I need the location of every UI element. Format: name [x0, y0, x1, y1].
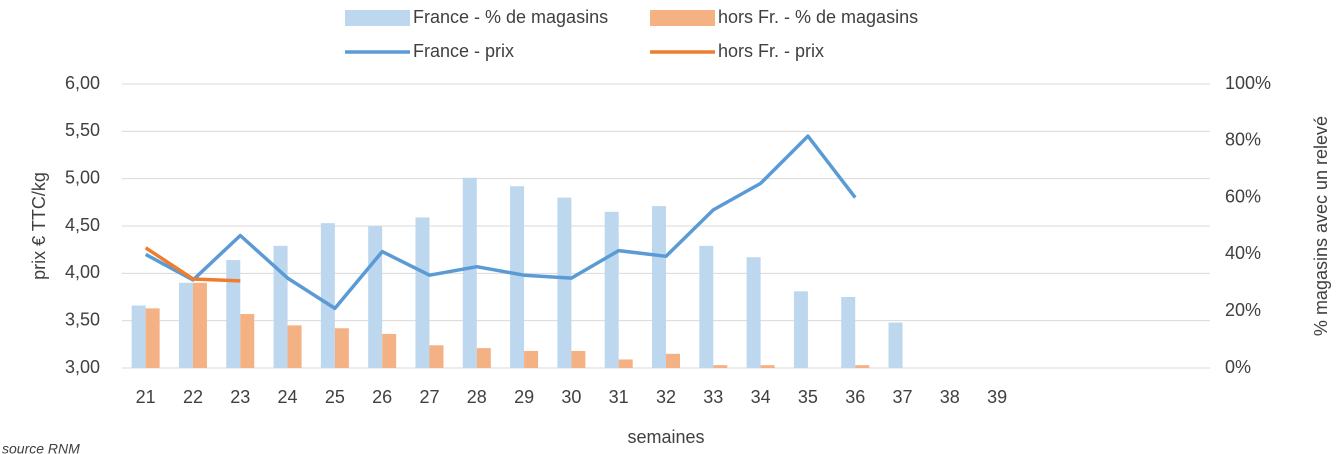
x-tick-label: 28	[467, 387, 487, 407]
bar	[287, 325, 302, 368]
bar	[746, 257, 761, 368]
x-tick-label: 24	[278, 387, 298, 407]
y2-tick-label: 0%	[1225, 357, 1251, 377]
legend-label: France - % de magasins	[413, 7, 608, 27]
bar	[145, 308, 160, 368]
bar	[571, 350, 586, 368]
bar	[841, 297, 856, 368]
bar	[415, 217, 430, 368]
x-tick-label: 36	[845, 387, 865, 407]
x-tick-label: 22	[183, 387, 203, 407]
x-tick-label: 37	[893, 387, 913, 407]
bar	[699, 245, 714, 368]
x-tick-label: 21	[136, 387, 156, 407]
x-tick-label: 27	[419, 387, 439, 407]
bar	[226, 260, 241, 368]
bar	[273, 245, 288, 368]
bar	[429, 345, 444, 368]
x-tick-label: 23	[230, 387, 250, 407]
bar	[131, 305, 146, 368]
bar	[604, 211, 619, 368]
y-tick-label: 4,00	[65, 262, 100, 282]
legend-swatch	[650, 10, 715, 26]
legend-swatch	[345, 10, 410, 26]
x-tick-label: 38	[940, 387, 960, 407]
y-axis-label: prix € TTC/kg	[29, 172, 49, 280]
x-tick-label: 34	[751, 387, 771, 407]
y-tick-label: 5,00	[65, 167, 100, 187]
bar	[652, 206, 666, 368]
x-tick-label: 35	[798, 387, 818, 407]
y2-axis-label: % magasins avec un relevé	[1311, 116, 1331, 336]
x-tick-label: 32	[656, 387, 676, 407]
x-tick-label: 29	[514, 387, 534, 407]
x-tick-label: 26	[372, 387, 392, 407]
line	[144, 134, 857, 311]
bar	[524, 350, 539, 368]
bar	[334, 328, 349, 368]
x-tick-label: 31	[609, 387, 629, 407]
bar	[320, 223, 335, 368]
line	[144, 246, 241, 283]
bar	[713, 365, 728, 368]
y2-tick-label: 60%	[1225, 186, 1261, 206]
source: source RNM	[2, 441, 80, 454]
legend-label: hors Fr. - prix	[718, 41, 824, 61]
bar	[510, 186, 525, 368]
y-tick-label: 6,00	[65, 73, 100, 93]
bar	[192, 282, 207, 368]
y-tick-label: 5,50	[65, 120, 100, 140]
bar	[368, 226, 383, 368]
bar	[666, 353, 680, 368]
y2-tick-label: 40%	[1225, 243, 1261, 263]
bar	[476, 348, 491, 368]
x-tick-label: 39	[987, 387, 1007, 407]
x-axis-label: semaines	[627, 427, 704, 447]
x-tick-label: 25	[325, 387, 345, 407]
legend-label: hors Fr. - % de magasins	[718, 7, 918, 27]
legend-label: France - prix	[413, 41, 514, 61]
y2-tick-label: 80%	[1225, 130, 1261, 150]
y-tick-label: 3,50	[65, 309, 100, 329]
bar	[240, 314, 255, 368]
y2-tick-label: 100%	[1225, 73, 1271, 93]
bar	[888, 322, 903, 368]
bar	[462, 177, 477, 368]
bar	[855, 365, 870, 368]
bar	[557, 197, 572, 368]
bar	[178, 282, 193, 368]
bar	[618, 359, 633, 368]
x-tick-label: 33	[703, 387, 723, 407]
y2-tick-label: 20%	[1225, 300, 1261, 320]
y-tick-label: 3,00	[65, 357, 100, 377]
bar	[382, 333, 397, 368]
bar	[793, 291, 808, 368]
x-tick-label: 30	[561, 387, 581, 407]
y-tick-label: 4,50	[65, 215, 100, 235]
bar	[760, 365, 775, 368]
